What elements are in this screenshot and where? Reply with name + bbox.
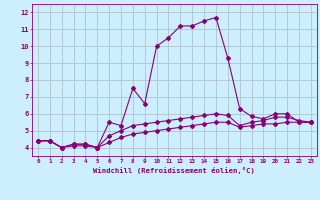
X-axis label: Windchill (Refroidissement éolien,°C): Windchill (Refroidissement éolien,°C)	[93, 167, 255, 174]
